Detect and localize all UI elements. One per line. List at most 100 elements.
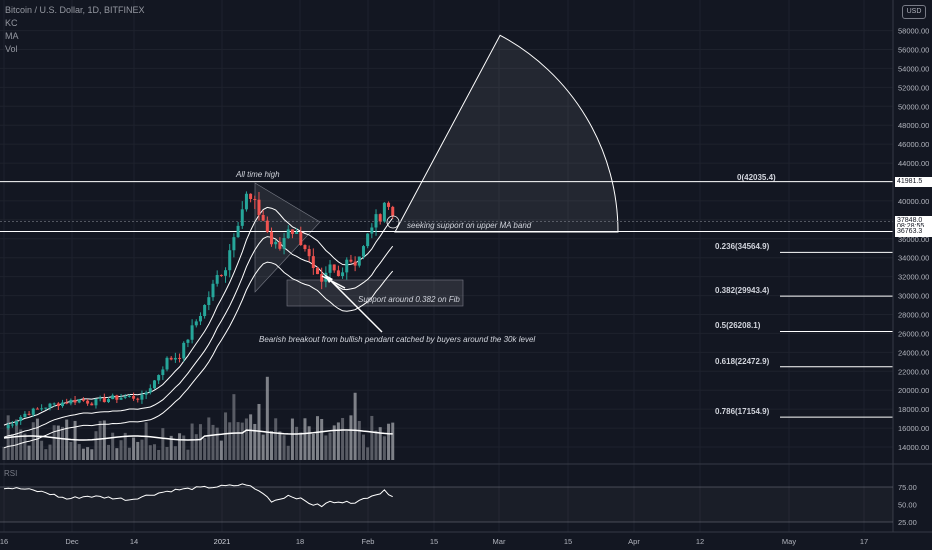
volume-bar: [182, 435, 186, 460]
candle-body: [107, 399, 110, 403]
volume-bar: [15, 419, 19, 460]
volume-bar: [27, 445, 31, 460]
x-tick-label: Apr: [628, 537, 640, 546]
volume-bar: [40, 440, 44, 460]
candle-body: [353, 261, 357, 266]
volume-bar: [236, 422, 240, 460]
volume-bar: [370, 415, 374, 460]
candle-body: [161, 369, 165, 376]
currency-badge[interactable]: USD: [902, 5, 926, 19]
volume-bar: [295, 426, 299, 460]
candle-body: [140, 394, 144, 400]
fib-fan: [394, 34, 619, 233]
volume-bar: [391, 422, 395, 460]
candle-body: [178, 357, 182, 359]
candle-body: [378, 214, 382, 222]
volume-bar: [240, 422, 244, 460]
indicator-ma[interactable]: MA: [5, 31, 19, 41]
volume-bar: [307, 426, 311, 460]
y-tick-label: 28000.00: [898, 311, 929, 320]
volume-bar: [215, 427, 219, 460]
y-tick-label: 16000.00: [898, 424, 929, 433]
volume-bar: [232, 394, 236, 460]
y-tick-label: 52000.00: [898, 83, 929, 92]
indicator-kc[interactable]: KC: [5, 18, 18, 28]
candle-body: [374, 214, 378, 228]
volume-bar: [382, 436, 386, 460]
candle-body: [144, 392, 148, 395]
candle-body: [77, 399, 81, 403]
y-tick-label: 46000.00: [898, 140, 929, 149]
candle-body: [102, 397, 106, 403]
candle-body: [148, 388, 152, 393]
candle-body: [316, 268, 319, 275]
candle-body: [152, 380, 156, 389]
candle-body: [73, 400, 77, 403]
candle-body: [48, 403, 52, 408]
candle-body: [207, 297, 211, 305]
candle-body: [86, 400, 90, 404]
fib-level-label: 0.786(17154.9): [715, 407, 770, 417]
candle-body: [173, 357, 177, 360]
x-tick-label: 16: [0, 537, 8, 546]
candle-body: [299, 232, 303, 246]
candle-body: [186, 339, 190, 343]
volume-bar: [152, 444, 156, 460]
ath-annotation: All time high: [236, 170, 280, 179]
volume-bar: [19, 429, 23, 460]
candle-body: [169, 357, 173, 360]
volume-bar: [282, 435, 286, 460]
y-tick-label: 44000.00: [898, 159, 929, 168]
fib-level-label: 0.236(34564.9): [715, 242, 770, 252]
volume-bar: [140, 439, 144, 460]
volume-bar: [81, 448, 85, 460]
fib-level-label: 0.5(26208.1): [715, 321, 761, 331]
candle-body: [261, 215, 265, 221]
x-tick-label: 15: [430, 537, 438, 546]
candle-body: [232, 237, 236, 251]
candle-body: [69, 400, 73, 404]
candle-body: [123, 396, 127, 398]
volume-bar: [157, 449, 161, 460]
volume-bar: [366, 447, 370, 460]
seeking-support-annotation: seeking support on upper MA band: [407, 221, 532, 230]
y-tick-label: 34000.00: [898, 254, 929, 263]
volume-bar: [353, 392, 357, 460]
rsi-tick-label: 50.00: [898, 501, 917, 510]
volume-bar: [165, 446, 169, 460]
candle-body: [236, 225, 240, 238]
price-tag: 37848.0: [895, 216, 932, 227]
x-tick-label: Feb: [362, 537, 375, 546]
candle-body: [307, 249, 311, 257]
candle-body: [286, 229, 290, 239]
volume-bar: [48, 444, 52, 460]
candle-body: [98, 397, 102, 399]
y-tick-label: 54000.00: [898, 64, 929, 73]
volume-bar: [123, 432, 127, 460]
rsi-tick-label: 75.00: [898, 483, 917, 492]
volume-bar: [274, 418, 278, 460]
kc-lower-band: [3, 261, 394, 449]
rsi-tick-label: 25.00: [898, 518, 917, 527]
candle-body: [336, 270, 340, 277]
candle-body: [94, 398, 98, 406]
y-tick-label: 22000.00: [898, 367, 929, 376]
volume-bar: [249, 414, 253, 460]
volume-bar: [115, 448, 119, 460]
candle-body: [136, 398, 140, 400]
x-tick-label: May: [782, 537, 796, 546]
candle-body: [345, 259, 349, 273]
candle-body: [127, 395, 131, 397]
candle-body: [23, 413, 27, 418]
candle-body: [31, 408, 35, 415]
volume-bar: [253, 423, 257, 460]
indicator-vol[interactable]: Vol: [5, 44, 18, 54]
candle-body: [228, 250, 232, 271]
rsi-band: [0, 487, 893, 522]
symbol-title[interactable]: Bitcoin / U.S. Dollar, 1D, BITFINEX: [5, 5, 145, 15]
candle-body: [119, 397, 123, 400]
volume-bar: [61, 426, 65, 460]
y-tick-label: 50000.00: [898, 102, 929, 111]
more-icon[interactable]: ⋯: [903, 0, 912, 5]
